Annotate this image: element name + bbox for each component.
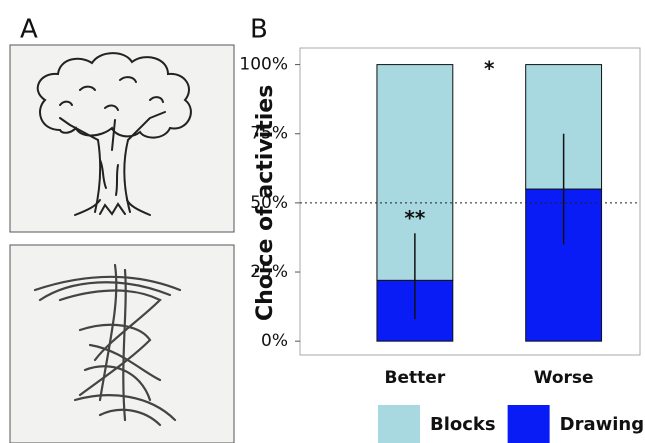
panel-label: B [250,15,268,45]
significance-annotation: ** [404,206,425,230]
legend-label: Blocks [430,414,496,435]
figure: A B 0%25%50%75%100%Choice of activitiesB… [0,0,645,443]
legend-swatch [378,405,420,443]
y-tick-label: 100% [239,55,288,75]
panel-label: A [20,15,38,45]
tree-image [10,45,234,232]
scribble-image [10,245,234,443]
x-tick-label: Worse [534,368,594,388]
y-tick-label: 0% [261,331,288,351]
significance-annotation: * [484,57,495,81]
y-axis-label: Choice of activities [253,85,278,321]
legend-swatch [508,405,550,443]
x-tick-label: Better [385,368,446,388]
legend-label: Drawing [560,414,644,435]
